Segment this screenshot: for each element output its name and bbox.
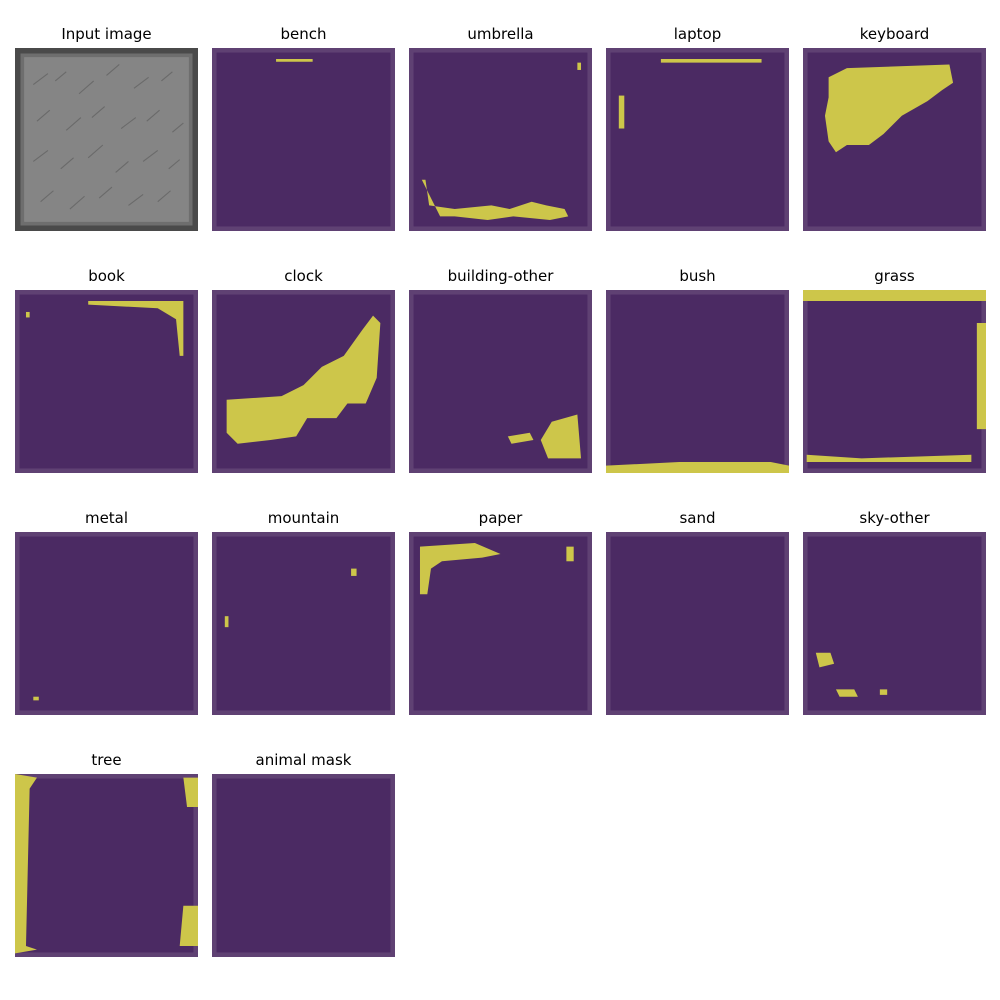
paper-mask xyxy=(409,532,592,715)
panel-title: grass xyxy=(874,267,915,285)
keyboard-mask xyxy=(803,48,986,231)
umbrella-mask xyxy=(409,48,592,231)
panel-title: book xyxy=(88,267,125,285)
panel-title: umbrella xyxy=(467,25,534,43)
panel-title: bench xyxy=(280,25,327,43)
panel-title: metal xyxy=(84,509,129,527)
building-other-mask xyxy=(409,290,592,473)
clock-mask xyxy=(212,290,395,473)
panel-title: sky-other xyxy=(859,509,930,527)
input-image xyxy=(15,48,198,231)
bench-mask xyxy=(212,48,395,231)
panel-title: bush xyxy=(679,267,716,285)
metal-mask xyxy=(15,532,198,715)
panel-title: building-other xyxy=(447,267,554,285)
panel-title: clock xyxy=(284,267,323,285)
panel-title: sand xyxy=(679,509,716,527)
sand-mask xyxy=(606,532,789,715)
panel-title: Input image xyxy=(61,25,152,43)
mountain-mask xyxy=(212,532,395,715)
animal-mask xyxy=(212,774,395,957)
bush-mask xyxy=(606,290,789,473)
panel-title: mountain xyxy=(267,509,340,527)
panel-title: tree xyxy=(91,751,122,769)
tree-mask xyxy=(15,774,198,957)
grass-mask xyxy=(803,290,986,473)
sky-other-mask xyxy=(803,532,986,715)
panel-title: keyboard xyxy=(859,25,930,43)
panel-title: paper xyxy=(478,509,523,527)
panel-title: laptop xyxy=(673,25,722,43)
book-mask xyxy=(15,290,198,473)
panel-title: animal mask xyxy=(255,751,352,769)
laptop-mask xyxy=(606,48,789,231)
